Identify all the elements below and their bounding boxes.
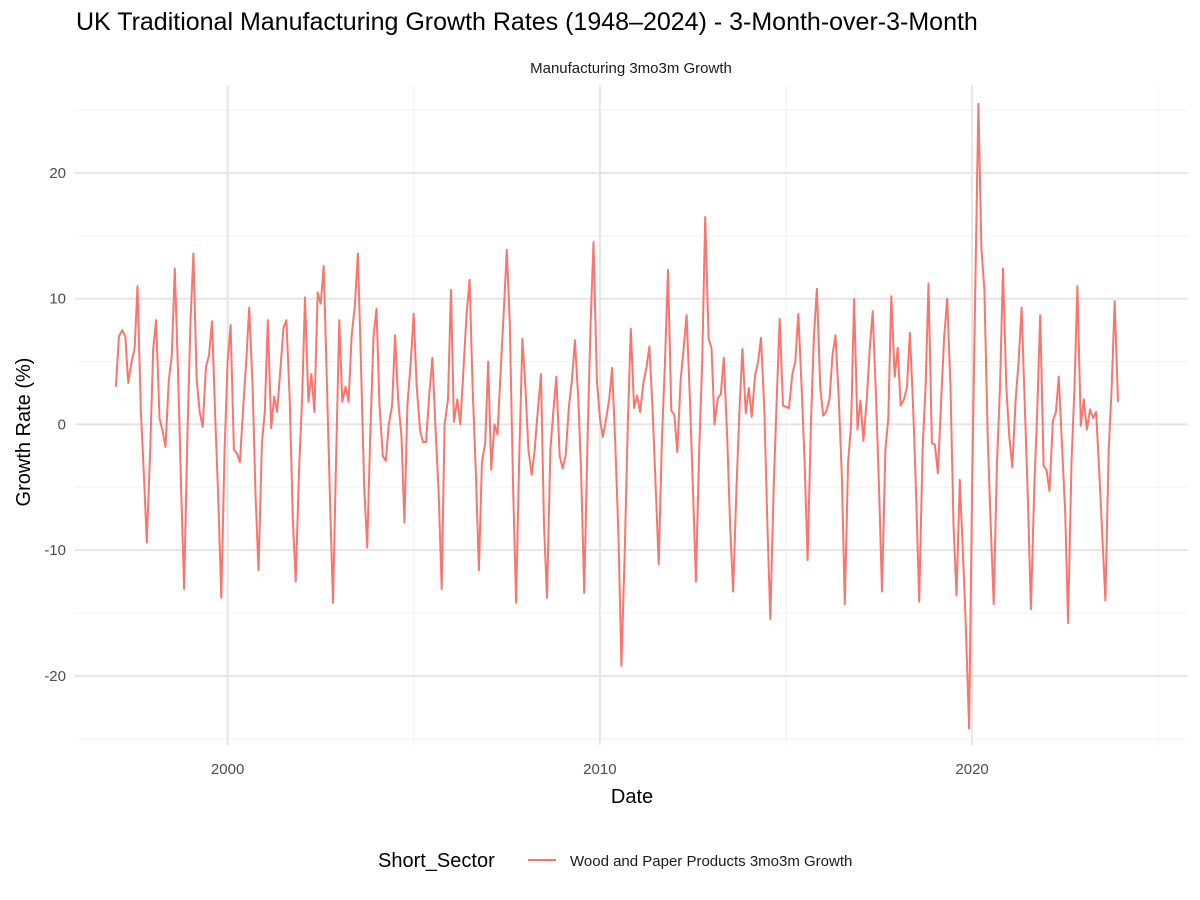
- y-tick-label: -20: [44, 668, 66, 685]
- series-layer: [114, 102, 1119, 730]
- y-tick-label: 20: [49, 165, 66, 182]
- x-axis-ticks: 2000 2010 2020: [211, 761, 989, 778]
- facet-strip: Manufacturing 3mo3m Growth: [530, 60, 732, 77]
- x-tick-label: 2010: [583, 761, 616, 778]
- x-tick-label: 2020: [955, 761, 988, 778]
- legend-title: Short_Sector: [378, 850, 495, 872]
- legend-label: Wood and Paper Products 3mo3m Growth: [570, 853, 852, 870]
- y-tick-label: 0: [58, 416, 66, 433]
- chart-title: UK Traditional Manufacturing Growth Rate…: [76, 8, 978, 36]
- legend: Short_Sector Wood and Paper Products 3mo…: [378, 850, 852, 872]
- facet-label: Manufacturing 3mo3m Growth: [530, 60, 732, 77]
- y-axis-title: Growth Rate (%): [13, 358, 35, 507]
- x-tick-label: 2000: [211, 761, 244, 778]
- series-line: [114, 102, 1119, 730]
- y-tick-label: -10: [44, 542, 66, 559]
- x-axis-title: Date: [611, 786, 653, 808]
- y-axis-ticks: -20 -10 0 10 20: [44, 165, 66, 685]
- y-tick-label: 10: [49, 291, 66, 308]
